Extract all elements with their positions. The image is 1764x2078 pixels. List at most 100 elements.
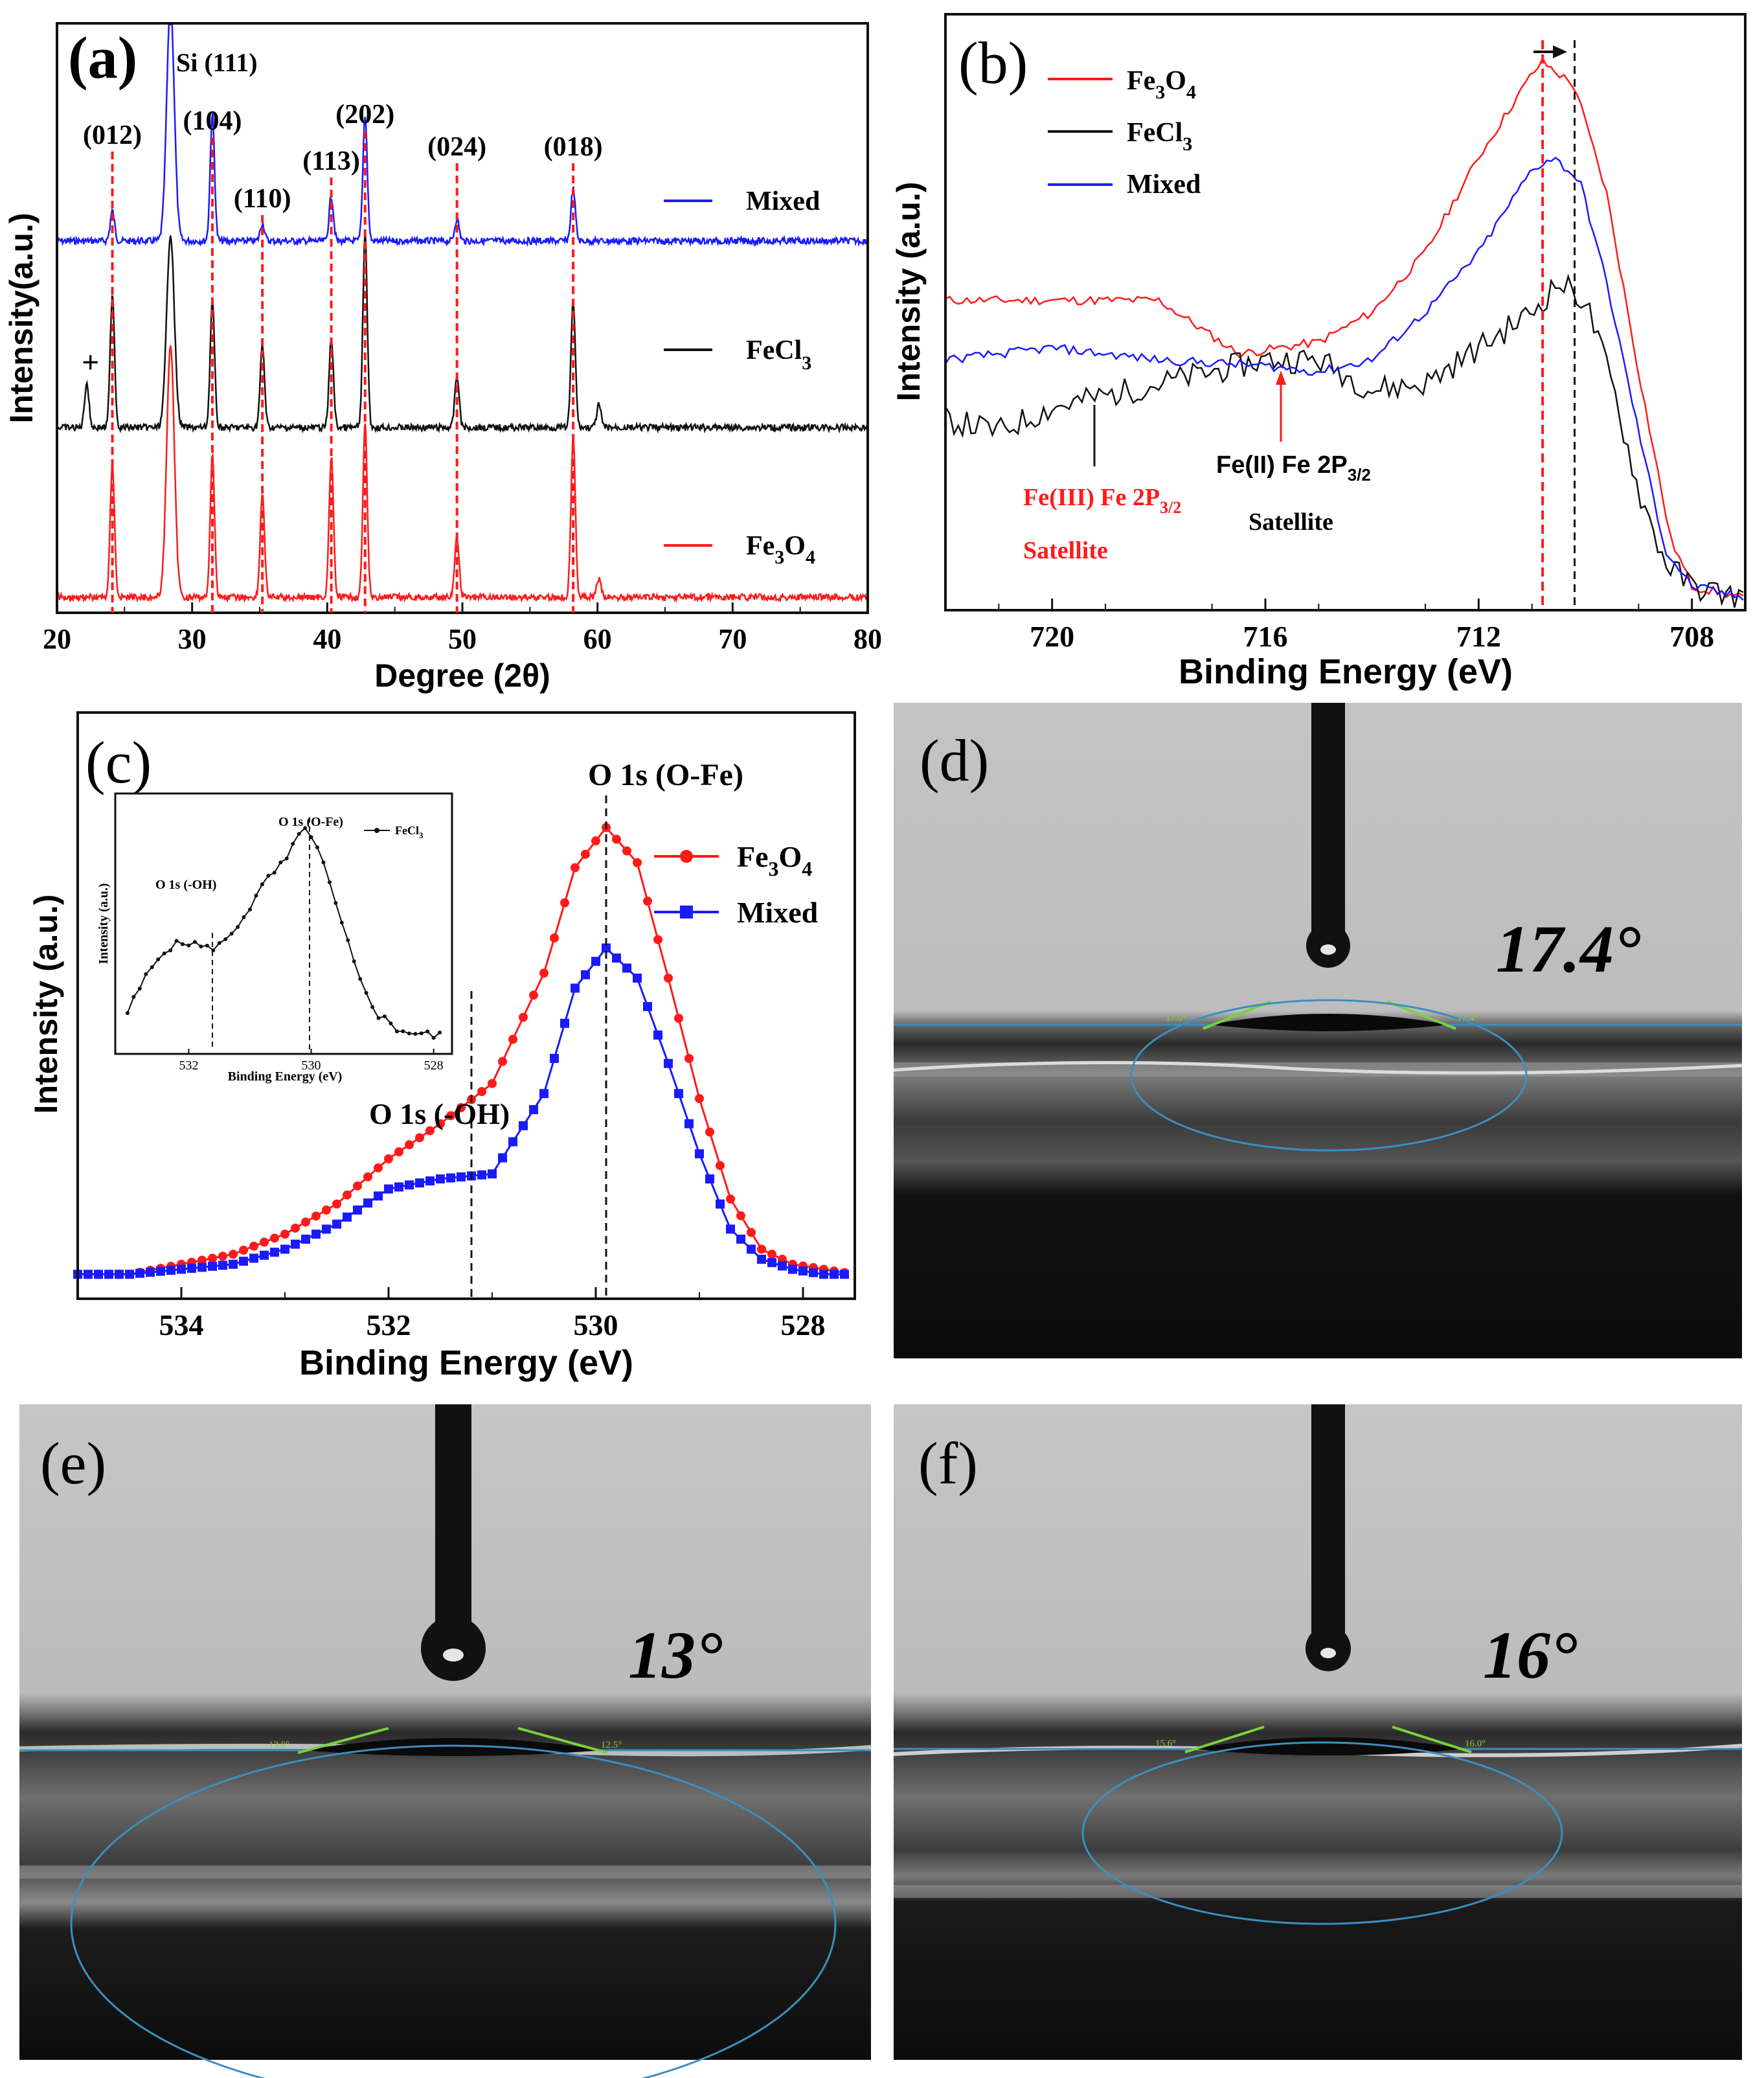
inset-point-fecl3 (174, 939, 179, 943)
xps-o1s-point-mixed (405, 1180, 414, 1190)
fecl3-impurity-marker: + (82, 345, 99, 380)
xps-o1s-point-mixed (622, 963, 631, 973)
legend-label-mixed: Mixed (746, 187, 820, 216)
panel-b-ticks: 720 716 712 708 (998, 599, 1714, 653)
xps-o1s-point-mixed (591, 957, 600, 966)
xps-o1s-point-mixed (674, 1089, 683, 1099)
xps-o1s-point-fe3o4 (716, 1161, 725, 1170)
inset-point-fecl3 (156, 957, 161, 962)
inset-point-fecl3 (358, 977, 363, 981)
inset-xlabel: Binding Energy (eV) (228, 1069, 343, 1084)
xps-o1s-point-mixed (498, 1153, 507, 1163)
legend-marker-fe3o4-c (680, 850, 693, 863)
fe2-arrowhead (1276, 371, 1286, 385)
panel-b-frame (944, 13, 1747, 611)
sessile-drop-f (1192, 1737, 1465, 1755)
xps-o1s-point-mixed (332, 1219, 341, 1229)
tangent-right-f (1392, 1726, 1472, 1753)
inset-point-fecl3 (438, 1030, 442, 1034)
xps-o1s-point-mixed (125, 1270, 134, 1279)
xps-o1s-point-mixed (94, 1270, 103, 1279)
sessile-drop-e (303, 1738, 602, 1756)
inset-point-fecl3 (137, 987, 142, 991)
inset-point-fecl3 (297, 832, 301, 836)
fit-ellipse-e (70, 1744, 837, 2078)
panel-a-label: (a) (68, 25, 137, 91)
x-tick-label: 70 (718, 623, 747, 655)
xps-o1s-point-fe3o4 (332, 1199, 341, 1209)
drop-highlight-e (443, 1649, 464, 1661)
xps-o1s-point-mixed (198, 1262, 207, 1272)
panel-b-xps-fe2p: 720 716 712 708 (b) Fe3O4 FeCl3 Mixed Fe(II… (890, 13, 1747, 691)
xps-o1s-point-mixed (653, 1030, 662, 1040)
inset-point-fecl3 (254, 893, 258, 898)
needle-f (1311, 1404, 1345, 1639)
xps-o1s-point-mixed (457, 1172, 466, 1182)
panel-a-reference-lines (111, 131, 575, 613)
xps-o1s-point-fe3o4 (581, 849, 590, 859)
xps-o1s-point-mixed (291, 1239, 300, 1249)
xps-o1s-point-fe3o4 (591, 836, 600, 846)
inset-point-fecl3 (192, 940, 197, 944)
xps-fe-series-mixed (944, 156, 1744, 601)
x-tick-label: 532 (367, 1308, 411, 1342)
xps-o1s-point-mixed (394, 1182, 403, 1192)
xps-o1s-point-fe3o4 (674, 1014, 683, 1023)
xps-o1s-point-fe3o4 (374, 1163, 383, 1172)
xps-o1s-point-mixed (519, 1121, 528, 1130)
xps-o1s-point-mixed (384, 1184, 393, 1194)
inset-point-fecl3 (339, 920, 344, 925)
contact-angle-e: 13° (628, 1618, 723, 1693)
xps-o1s-point-mixed (581, 970, 590, 979)
panel-c-ylabel: Intensity (a.u.) (28, 895, 64, 1114)
inset-point-fecl3 (376, 1016, 381, 1020)
xps-fe-series-fecl3 (944, 273, 1744, 608)
xps-o1s-point-fe3o4 (736, 1211, 745, 1220)
xps-o1s-point-mixed (840, 1270, 849, 1279)
panel-b-xlabel: Binding Energy (eV) (1179, 652, 1513, 691)
inset-point-fecl3 (364, 990, 368, 995)
panel-c-ticks: 534 532 530 528 (159, 1287, 826, 1342)
inset-point-fecl3 (309, 835, 313, 839)
hkl-label: (202) (335, 100, 394, 130)
panel-b-reference-lines (1541, 40, 1576, 610)
xps-o1s-point-mixed (166, 1266, 175, 1275)
xps-o1s-point-fe3o4 (322, 1205, 331, 1215)
xps-o1s-point-fe3o4 (208, 1253, 217, 1263)
xps-o1s-point-mixed (819, 1270, 828, 1279)
xps-o1s-point-fe3o4 (477, 1087, 486, 1097)
xps-o1s-point-mixed (664, 1058, 673, 1068)
inset-tick-label: 530 (302, 1058, 321, 1073)
xps-o1s-point-fe3o4 (218, 1251, 227, 1261)
panel-c-reference-lines (470, 795, 607, 1299)
x-tick-label: 534 (159, 1308, 204, 1342)
panel-a-series (56, 23, 869, 604)
xps-o1s-point-fe3o4 (239, 1246, 248, 1255)
xps-o1s-point-mixed (446, 1173, 455, 1183)
inset-point-fecl3 (394, 1029, 399, 1034)
inset-point-fecl3 (334, 900, 338, 905)
xps-o1s-point-fe3o4 (643, 896, 652, 906)
reading-right-d: 17.4° (1457, 1013, 1478, 1023)
xps-o1s-point-fe3o4 (767, 1250, 776, 1259)
inset-point-fecl3 (266, 874, 271, 878)
reading-right-f: 16.0° (1465, 1739, 1486, 1749)
legend-label-mixed-b: Mixed (1127, 170, 1201, 200)
photo-d-reflection (893, 1060, 1743, 1075)
photo-f-label: (f) (918, 1430, 978, 1496)
reading-left-f: 15.6° (1155, 1739, 1176, 1749)
x-tick-label: 530 (574, 1308, 618, 1342)
inset-point-fecl3 (389, 1022, 393, 1026)
xps-o1s-point-mixed (249, 1253, 258, 1263)
x-tick-label: 708 (1669, 620, 1714, 653)
hkl-label: (104) (183, 106, 242, 136)
hkl-label: (110) (234, 184, 291, 214)
inset-point-fecl3 (383, 1014, 387, 1018)
xps-o1s-point-mixed (633, 974, 642, 983)
legend-label-mixed-c: Mixed (737, 896, 819, 929)
xps-o1s-point-fe3o4 (457, 1102, 466, 1112)
drop-highlight-f (1320, 1648, 1336, 1658)
xps-o1s-point-fe3o4 (508, 1034, 517, 1044)
inset-frame (114, 792, 453, 1055)
xps-o1s-point-fe3o4 (571, 863, 580, 873)
